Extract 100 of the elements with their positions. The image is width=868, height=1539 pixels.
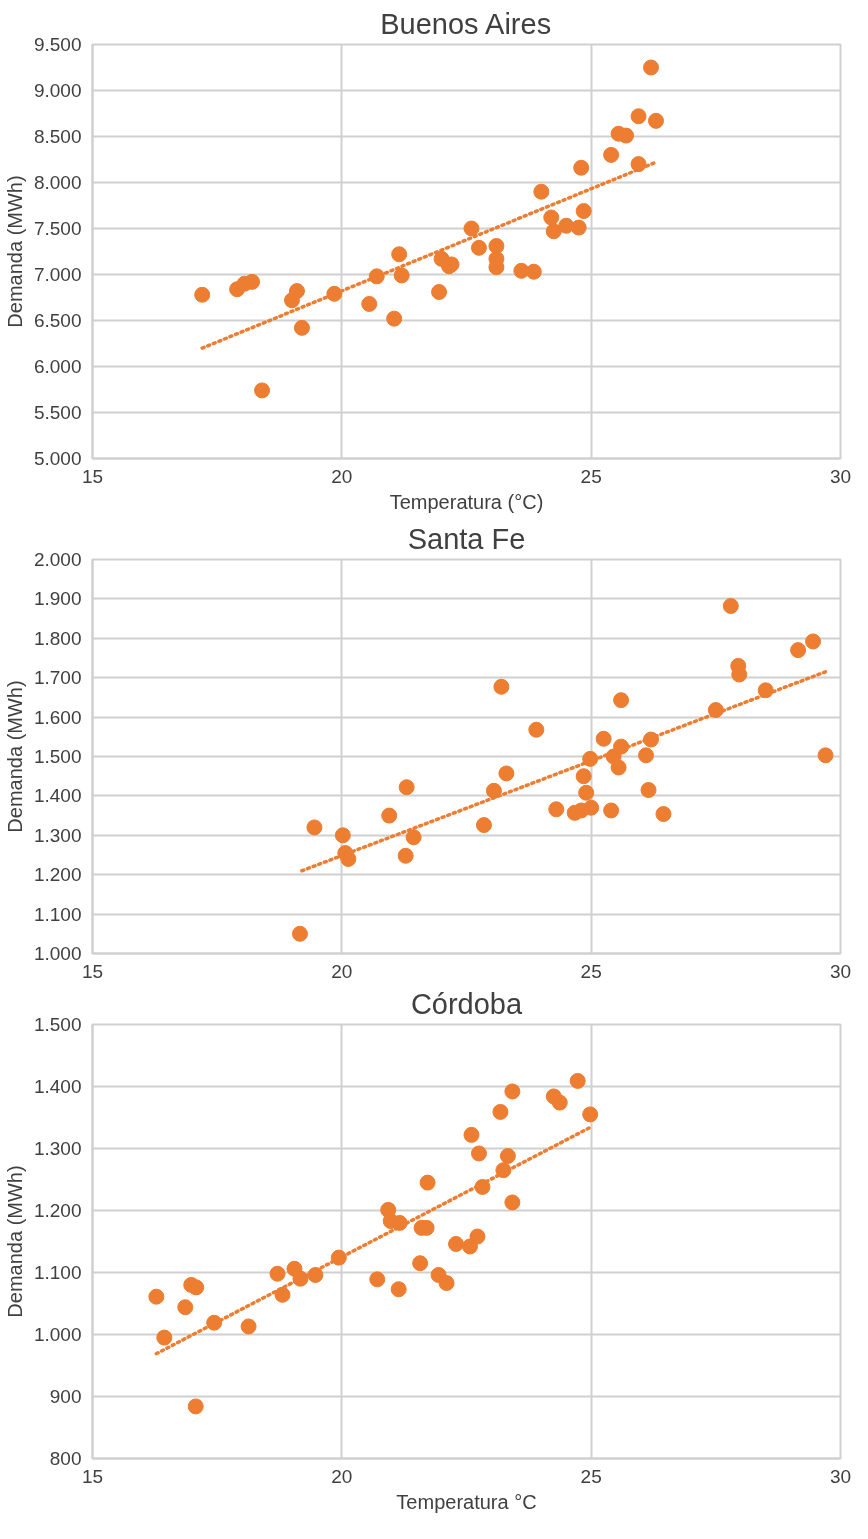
point (463, 1126, 480, 1143)
point (638, 747, 655, 764)
point (488, 237, 505, 254)
point (613, 692, 630, 709)
y-tick-label: 1.800 (33, 627, 82, 649)
point (569, 1072, 586, 1089)
chart-title: Santa Fe (407, 522, 526, 555)
point (525, 263, 542, 280)
point (533, 183, 550, 200)
point (187, 1398, 204, 1415)
point (805, 633, 822, 650)
point (412, 1255, 429, 1272)
x-tick-label: 25 (580, 1465, 602, 1487)
point (438, 1275, 455, 1292)
y-tick-label: 1.300 (33, 1138, 82, 1159)
x-axis-title: Temperatura °C (396, 1490, 537, 1513)
point (291, 925, 308, 942)
y-tick-label: 5.000 (33, 448, 82, 469)
point (397, 847, 414, 864)
point (595, 730, 612, 747)
y-tick-label: 1.400 (33, 1076, 82, 1097)
x-tick-label: 25 (580, 465, 602, 487)
point (570, 219, 587, 236)
y-tick-label: 6.500 (33, 310, 82, 331)
point (582, 1106, 599, 1123)
point (610, 759, 627, 776)
point (630, 108, 647, 125)
x-tick-label: 15 (81, 465, 104, 487)
point (722, 598, 739, 614)
point (493, 678, 510, 695)
point (361, 295, 378, 312)
y-tick-label: 900 (49, 1386, 82, 1407)
point (603, 802, 620, 819)
point (244, 273, 261, 290)
x-tick-label: 30 (829, 1465, 852, 1487)
x-tick-label: 30 (829, 960, 852, 982)
y-tick-label: 1.100 (33, 1262, 82, 1283)
point (655, 806, 672, 823)
y-tick-label: 1.500 (33, 1014, 82, 1035)
point (431, 283, 448, 300)
point (578, 784, 595, 801)
y-tick-label: 1.100 (33, 903, 82, 925)
y-tick-label: 800 (49, 1448, 82, 1469)
x-tick-label: 25 (580, 960, 602, 982)
point (288, 283, 305, 300)
point (254, 382, 271, 399)
y-tick-label: 1.200 (33, 1200, 82, 1221)
point (504, 1083, 521, 1100)
y-tick-label: 9.000 (33, 80, 82, 101)
point (240, 1318, 257, 1335)
point (306, 819, 323, 836)
point (485, 782, 502, 799)
x-tick-label: 15 (81, 960, 104, 982)
point (492, 1103, 509, 1120)
point (188, 1279, 205, 1296)
point (463, 220, 480, 237)
point (548, 801, 565, 818)
x-tick-label: 20 (331, 1465, 353, 1487)
y-tick-label: 8.500 (33, 126, 82, 147)
point (647, 112, 664, 129)
y-tick-label: 9.500 (33, 34, 82, 55)
point (618, 127, 635, 144)
point (269, 1265, 286, 1282)
point (405, 829, 422, 846)
y-tick-label: 8.000 (33, 172, 82, 193)
x-tick-label: 30 (829, 465, 852, 487)
y-tick-label: 1.000 (33, 1324, 82, 1345)
chart-title: Buenos Aires (380, 7, 552, 40)
point (475, 817, 492, 834)
point (386, 310, 403, 327)
point (498, 765, 515, 782)
point (603, 146, 620, 163)
y-tick-label: 1.200 (33, 864, 82, 886)
x-axis-title: Temperatura (°C) (389, 490, 544, 513)
y-tick-label: 1.600 (33, 706, 82, 728)
y-tick-label: 1.500 (33, 746, 82, 767)
point (194, 286, 211, 303)
y-axis-title: Demanda (MWh) (3, 1165, 26, 1318)
point (293, 319, 310, 336)
x-tick-label: 15 (81, 1465, 104, 1487)
y-tick-label: 1.000 (33, 943, 82, 964)
y-tick-label: 1.300 (33, 824, 82, 846)
point (551, 1094, 568, 1111)
y-tick-label: 1.900 (33, 588, 82, 610)
point (419, 1174, 436, 1191)
point (177, 1299, 194, 1316)
y-tick-label: 7.000 (33, 264, 82, 285)
point (156, 1329, 173, 1346)
point (334, 827, 351, 844)
y-tick-label: 7.500 (33, 218, 82, 239)
y-tick-label: 6.000 (33, 356, 82, 377)
point (393, 267, 410, 284)
y-tick-label: 2.000 (33, 549, 82, 570)
point (504, 1194, 521, 1211)
point (583, 799, 600, 816)
point (448, 1235, 465, 1252)
point (643, 59, 660, 76)
y-tick-label: 1.700 (33, 667, 82, 689)
point (499, 1147, 516, 1164)
point (369, 1271, 386, 1288)
